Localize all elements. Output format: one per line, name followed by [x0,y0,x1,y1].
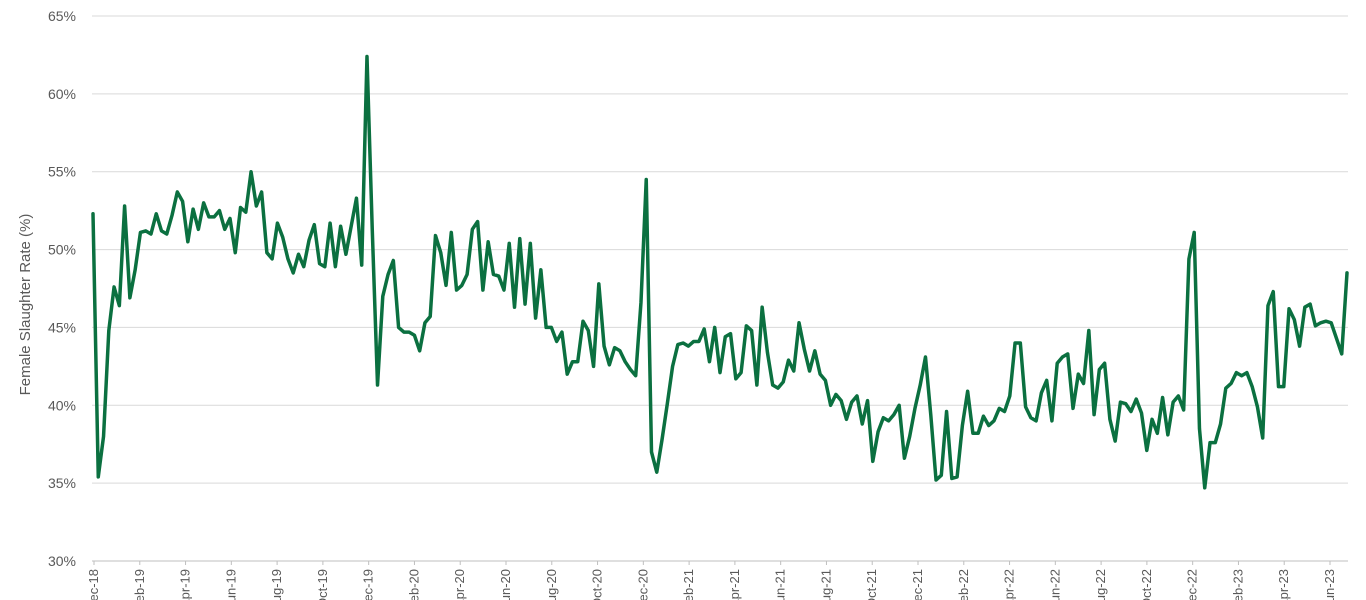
y-tick-label: 30% [48,553,76,569]
x-tick-label: Dec-19 [361,569,376,600]
x-tick-label: Jun-20 [498,569,513,600]
x-tick-label: Jun-22 [1047,569,1062,600]
series-line [91,54,1349,490]
x-tick-label: Dec-22 [1185,569,1200,600]
x-axis-tick-labels: Dec-18 Feb-19 Apr-19 Jun-19 Aug-19 Oct-19 Dec-… [86,561,1337,600]
x-tick-label: Aug-19 [269,569,284,600]
gridlines [92,15,1348,484]
x-tick-label: Oct-22 [1139,569,1154,600]
x-tick-label: Feb-22 [956,569,971,600]
x-tick-label: Oct-21 [864,569,879,600]
x-tick-label: Apr-19 [178,569,193,600]
y-tick-label: 35% [48,475,76,491]
x-tick-label: Feb-20 [406,569,421,600]
x-tick-label: Dec-21 [910,569,925,600]
y-tick-label: 50% [48,242,76,258]
x-tick-label: Oct-19 [315,569,330,600]
y-tick-label: 40% [48,397,76,413]
y-tick-label: 55% [48,164,76,180]
x-tick-label: Apr-22 [1002,569,1017,600]
x-tick-label: Aug-20 [544,569,559,600]
y-tick-label: 45% [48,319,76,335]
x-tick-label: Apr-21 [727,569,742,600]
x-tick-label: Jun-23 [1322,569,1337,600]
x-tick-label: Jun-19 [223,569,238,600]
x-tick-label: Oct-20 [590,569,605,600]
x-tick-label: Feb-23 [1230,569,1245,600]
series-layer [91,54,1349,490]
x-tick-label: Dec-20 [635,569,650,600]
y-axis-title: Female Slaughter Rate (%) [17,214,34,396]
x-tick-label: Jun-21 [773,569,788,600]
y-tick-label: 60% [48,86,76,102]
x-tick-label: Feb-19 [132,569,147,600]
x-tick-label: Aug-21 [818,569,833,600]
x-tick-label: Apr-20 [452,569,467,600]
x-tick-label: Feb-21 [681,569,696,600]
x-tick-label: Apr-23 [1276,569,1291,600]
y-axis-tick-labels: 30% 35% 40% 45% 50% 55% 60% 65% [48,8,76,569]
y-tick-label: 65% [48,8,76,24]
x-tick-label: Dec-18 [86,569,101,600]
x-tick-label: Aug-22 [1093,569,1108,600]
